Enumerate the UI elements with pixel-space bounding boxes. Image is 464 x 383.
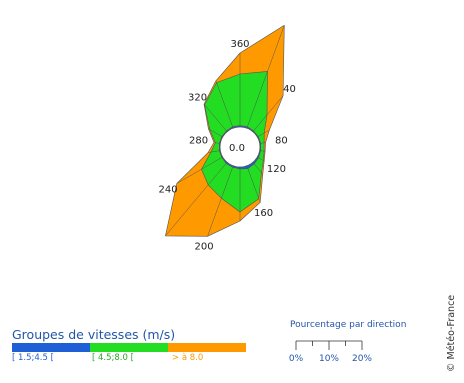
legend-label-high: > à 8.0 xyxy=(172,353,204,363)
calm-circle xyxy=(219,126,261,168)
speed-group-legend-labels: [ 1.5;4.5 [ [ 4.5;8.0 [ > à 8.0 xyxy=(12,353,246,363)
spoke-160 xyxy=(246,165,261,203)
legend-swatch-low xyxy=(12,343,90,352)
percent-scale: 0% 10% 20% xyxy=(289,340,372,364)
direction-label-360: 360 xyxy=(230,39,249,50)
direction-label-80: 80 xyxy=(275,136,288,147)
direction-label-200: 200 xyxy=(195,242,214,253)
spoke-60 xyxy=(257,129,270,138)
spoke-20 xyxy=(246,25,285,129)
percent-scale-label-20: 20% xyxy=(352,354,372,364)
speed-group-legend-bar xyxy=(12,343,246,352)
wind-rose-layers xyxy=(165,24,285,237)
direction-label-160: 160 xyxy=(254,208,273,219)
percent-scale-label-0: 0% xyxy=(289,354,304,364)
percent-scale-ticks: 0% 10% 20% xyxy=(289,340,372,364)
percent-scale-title: Pourcentage par direction xyxy=(290,320,407,330)
wind-rose-spokes xyxy=(165,25,285,237)
spoke-140 xyxy=(252,162,263,175)
copyright-notice: © Météo-France xyxy=(446,294,457,372)
spoke-220 xyxy=(165,162,228,237)
direction-label-280: 280 xyxy=(189,136,208,147)
spoke-100 xyxy=(259,150,266,152)
spoke-200 xyxy=(207,165,234,237)
direction-label-120: 120 xyxy=(267,164,286,175)
spoke-320 xyxy=(203,103,228,132)
spoke-80 xyxy=(259,142,266,144)
legend-swatch-high xyxy=(168,343,246,352)
direction-label-40: 40 xyxy=(283,84,296,95)
spoke-240 xyxy=(176,156,223,184)
legend-label-low: [ 1.5;4.5 [ xyxy=(12,353,54,363)
legend-title: Groupes de vitesses (m/s) xyxy=(12,327,176,342)
calm-label: 0.0 xyxy=(229,143,245,154)
direction-labels: 360 40 80 120 160 200 240 280 320 xyxy=(159,39,296,253)
spoke-300 xyxy=(208,128,223,138)
spoke-260 xyxy=(207,150,221,153)
legend-swatch-mid xyxy=(90,343,168,352)
percent-scale-label-10: 10% xyxy=(319,354,339,364)
spoke-340 xyxy=(215,80,234,129)
spoke-40 xyxy=(252,95,284,132)
spoke-120 xyxy=(257,156,265,162)
spoke-280 xyxy=(213,142,221,144)
direction-label-320: 320 xyxy=(188,92,207,103)
legend-label-mid: [ 4.5;8.0 [ xyxy=(92,353,134,363)
direction-label-240: 240 xyxy=(159,185,178,196)
